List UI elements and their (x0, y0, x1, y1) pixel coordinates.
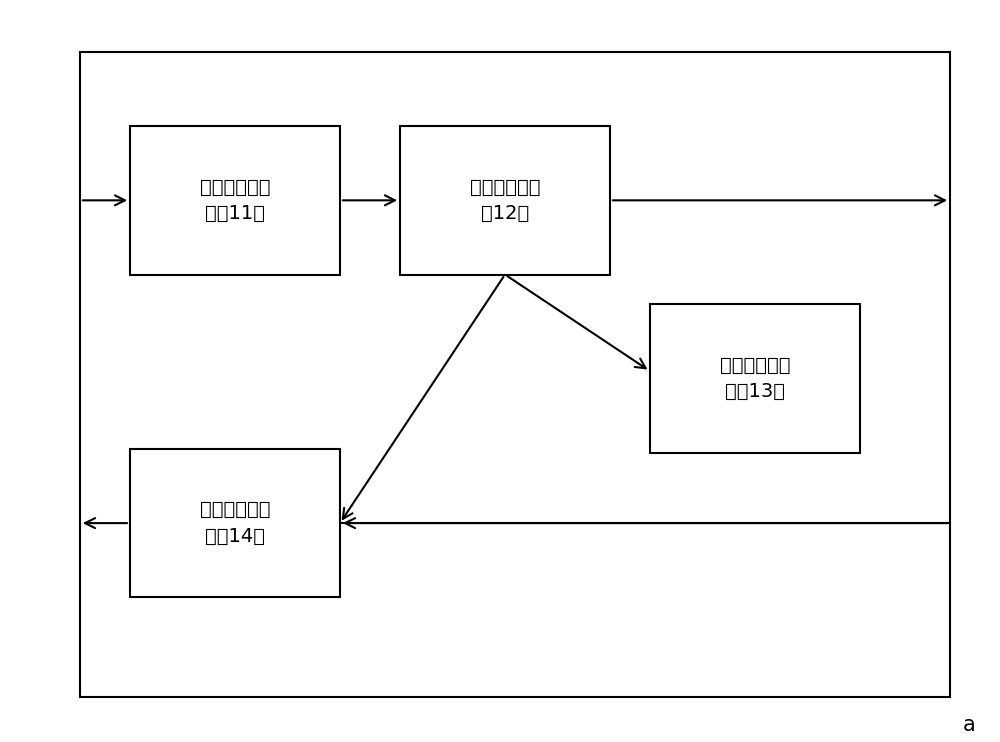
Bar (130, 449, 340, 597)
Text: a: a (962, 715, 975, 735)
Bar (650, 304, 860, 453)
Bar (400, 126, 610, 275)
Text: 帧识别子模块
（12）: 帧识别子模块 （12） (470, 177, 540, 223)
Bar (130, 126, 340, 275)
Text: 流量控制子模
块（13）: 流量控制子模 块（13） (720, 355, 790, 401)
Bar (80, 52, 950, 697)
Text: 输入处理子模
块（11）: 输入处理子模 块（11） (200, 177, 270, 223)
Text: 输出处理子模
块（14）: 输出处理子模 块（14） (200, 500, 270, 546)
